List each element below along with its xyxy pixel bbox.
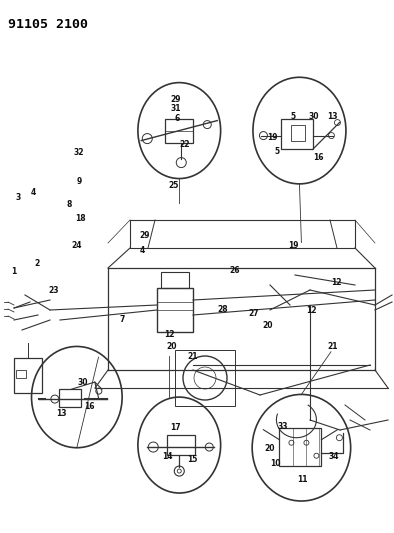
Text: 24: 24 bbox=[72, 241, 82, 249]
Text: 33: 33 bbox=[278, 422, 288, 431]
Text: 21: 21 bbox=[188, 352, 198, 360]
Bar bbox=[165, 118, 193, 143]
Text: 17: 17 bbox=[170, 423, 180, 432]
Text: 19: 19 bbox=[268, 133, 278, 142]
Text: 5: 5 bbox=[291, 112, 296, 120]
Bar bbox=[16, 370, 26, 378]
Text: 28: 28 bbox=[217, 305, 228, 313]
Text: 16: 16 bbox=[313, 154, 323, 162]
Text: 27: 27 bbox=[249, 309, 259, 318]
Text: 3: 3 bbox=[15, 193, 20, 201]
Text: 30: 30 bbox=[78, 378, 88, 387]
Text: 14: 14 bbox=[162, 452, 172, 461]
Text: 25: 25 bbox=[168, 181, 178, 190]
Text: 1: 1 bbox=[11, 268, 17, 276]
Text: 29: 29 bbox=[170, 95, 180, 103]
Bar bbox=[175, 350, 235, 406]
Bar bbox=[59, 389, 81, 407]
Text: 9: 9 bbox=[76, 177, 82, 185]
Bar bbox=[14, 358, 42, 393]
Text: 26: 26 bbox=[229, 266, 240, 274]
Text: 2: 2 bbox=[35, 260, 40, 268]
Text: 20: 20 bbox=[166, 342, 177, 351]
Text: 23: 23 bbox=[48, 286, 58, 295]
Text: 20: 20 bbox=[263, 321, 273, 329]
Bar bbox=[161, 272, 189, 288]
Bar bbox=[167, 435, 195, 455]
Text: 18: 18 bbox=[76, 214, 86, 223]
Text: 31: 31 bbox=[170, 104, 180, 113]
Bar bbox=[292, 125, 305, 141]
Text: 4: 4 bbox=[31, 189, 36, 197]
Text: 12: 12 bbox=[164, 330, 175, 339]
Text: 13: 13 bbox=[56, 409, 66, 418]
Text: 16: 16 bbox=[85, 402, 95, 410]
Text: 12: 12 bbox=[306, 306, 316, 314]
Text: 34: 34 bbox=[329, 452, 339, 461]
Text: 21: 21 bbox=[328, 342, 338, 351]
Text: 19: 19 bbox=[288, 241, 299, 249]
Text: 91105 2100: 91105 2100 bbox=[8, 18, 88, 31]
Text: 13: 13 bbox=[327, 112, 338, 120]
Bar bbox=[279, 427, 322, 466]
Text: 30: 30 bbox=[309, 112, 319, 120]
Text: 4: 4 bbox=[139, 246, 145, 255]
Text: 7: 7 bbox=[119, 316, 125, 324]
Text: 20: 20 bbox=[265, 445, 275, 453]
Text: 5: 5 bbox=[274, 147, 279, 156]
Text: 11: 11 bbox=[297, 475, 308, 484]
Text: 15: 15 bbox=[187, 455, 197, 464]
Text: 29: 29 bbox=[140, 231, 150, 240]
Text: 22: 22 bbox=[179, 141, 190, 149]
Bar bbox=[157, 288, 193, 332]
Text: 10: 10 bbox=[271, 459, 281, 468]
Bar bbox=[281, 118, 314, 149]
Text: 12: 12 bbox=[332, 278, 342, 287]
Text: 32: 32 bbox=[74, 148, 84, 157]
Text: 6: 6 bbox=[175, 114, 180, 123]
Text: 8: 8 bbox=[66, 200, 72, 208]
